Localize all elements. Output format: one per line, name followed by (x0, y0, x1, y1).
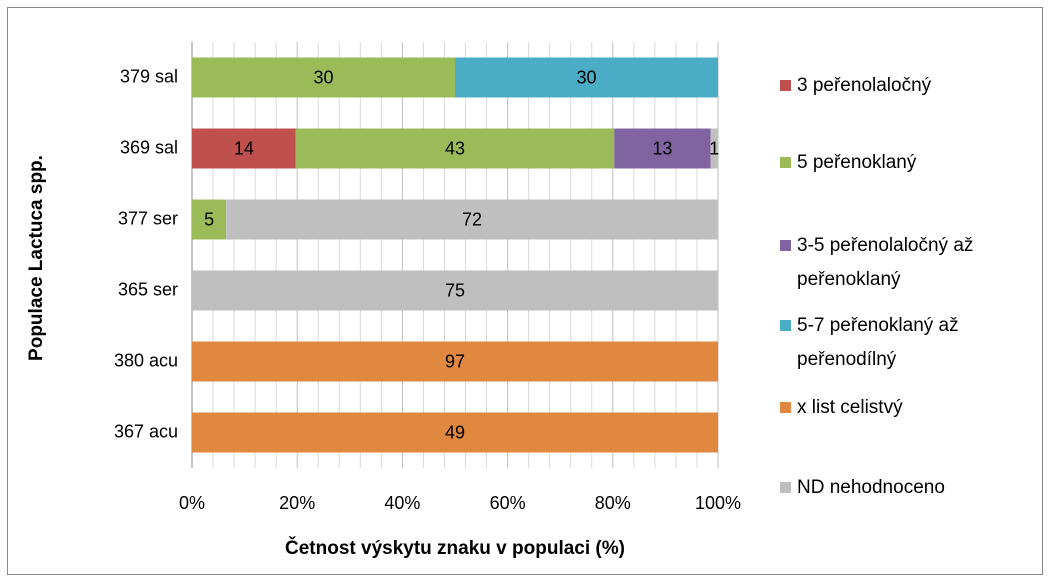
data-label: 30 (313, 67, 333, 87)
legend-swatch (780, 320, 791, 331)
bar-segment (192, 341, 718, 382)
x-tick-label: 80% (595, 493, 631, 513)
x-axis-label: Četnost výskytu znaku v populaci (%) (285, 537, 625, 559)
legend-label: ND nehodnoceno (797, 477, 945, 498)
bar-segment (192, 57, 455, 98)
chart-border (7, 7, 1043, 575)
legend-item: x list celistvý (780, 391, 1020, 425)
legend-item: 3-5 peřenolaločný až peřenoklaný (780, 229, 1020, 297)
data-label: 49 (445, 422, 465, 442)
legend-swatch (780, 240, 791, 251)
y-axis-label: Populace Lactuca spp. (26, 155, 47, 361)
y-tick-label: 365 ser (118, 279, 178, 299)
legend-swatch (780, 157, 791, 168)
data-label: 13 (652, 138, 672, 158)
bar-segment (226, 199, 719, 240)
legend-swatch (780, 482, 791, 493)
x-tick-label: 20% (279, 493, 315, 513)
data-label: 43 (445, 138, 465, 158)
data-label: 14 (234, 138, 254, 158)
x-tick-label: 60% (490, 493, 526, 513)
legend-label: 5 peřenoklaný (797, 152, 917, 173)
bar-segment (192, 199, 227, 240)
legend-label: 3-5 peřenolaločný až peřenoklaný (797, 235, 974, 290)
data-label: 75 (445, 280, 465, 300)
y-tick-label: 380 acu (114, 350, 178, 370)
bar-segment (192, 412, 718, 453)
data-label: 72 (462, 209, 482, 229)
data-label: 97 (445, 351, 465, 371)
data-label: 5 (204, 209, 214, 229)
bar-segment (192, 270, 718, 311)
legend-item: ND nehodnoceno (780, 471, 1020, 505)
y-tick-label: 379 sal (120, 66, 178, 86)
legend-label: 3 peřenolaločný (797, 75, 932, 96)
legend-item: 5 peřenoklaný (780, 146, 1020, 180)
legend-item: 3 peřenolaločný (780, 69, 1020, 103)
y-tick-label: 367 acu (114, 421, 178, 441)
legend-swatch (780, 402, 791, 413)
data-label: 30 (576, 67, 596, 87)
legend-swatch (780, 80, 791, 91)
legend-label: x list celistvý (797, 397, 903, 418)
bar-segment (192, 128, 296, 169)
x-tick-label: 0% (179, 493, 205, 513)
bar-segment (710, 128, 718, 169)
data-label: 1 (709, 138, 719, 158)
legend-label: 5-7 peřenoklaný až peřenodílný (797, 315, 959, 370)
x-tick-label: 40% (384, 493, 420, 513)
bar-segment (455, 57, 718, 98)
y-tick-label: 369 sal (120, 137, 178, 157)
y-tick-label: 377 ser (118, 208, 178, 228)
legend-item: 5-7 peřenoklaný až peřenodílný (780, 309, 1020, 377)
x-tick-label: 100% (695, 493, 741, 513)
bar-segment (295, 128, 615, 169)
bar-segment (614, 128, 711, 169)
